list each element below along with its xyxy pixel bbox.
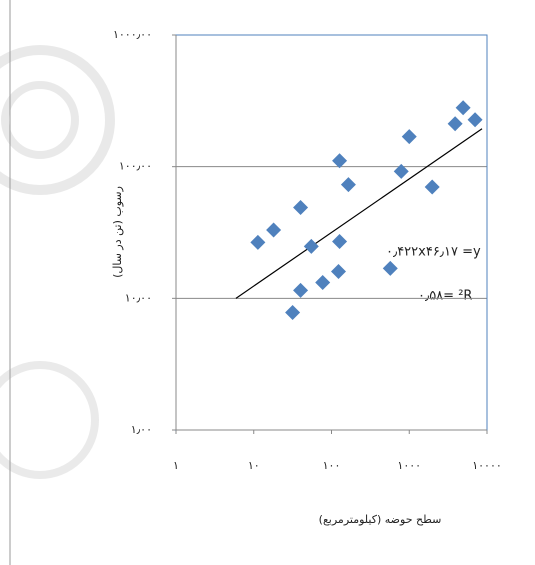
point [332, 234, 348, 250]
trendline [235, 128, 483, 299]
point [332, 153, 348, 169]
x-tick-label: ۱ [173, 459, 179, 472]
x-tick-label: ۱۰۰۰۰ [472, 459, 502, 472]
point [303, 238, 319, 254]
point [266, 222, 282, 238]
point [330, 263, 346, 279]
point [293, 282, 309, 298]
y-tick-label: ۱۰٫۰۰ [125, 291, 152, 304]
x-tick-label: ۱۰۰۰ [397, 459, 421, 472]
point [424, 179, 440, 195]
y-tick-label: ۱٫۰۰ [131, 423, 152, 436]
y-axis-title: رسوب (تن در سال) [111, 186, 124, 278]
point [455, 100, 471, 116]
point [315, 274, 331, 290]
x-tick-label: ۱۰ [248, 459, 260, 472]
r-squared: ۰٫۵۸= ²R [418, 289, 472, 304]
y-tick-label: ۱۰۰۰٫۰۰ [113, 28, 152, 41]
x-tick-label: ۱۰۰ [323, 459, 341, 472]
point [293, 199, 309, 215]
point [401, 129, 417, 145]
watermark [0, 45, 115, 479]
point [393, 163, 409, 179]
point [250, 234, 266, 250]
point [382, 260, 398, 276]
point [467, 112, 483, 128]
point [285, 305, 301, 321]
equation: ۰٫۴۲۲x۴۶٫۱۷ =y [386, 245, 481, 260]
point [447, 116, 463, 132]
point [340, 177, 356, 193]
y-tick-label: ۱۰۰٫۰۰ [119, 160, 152, 173]
x-axis-title: سطح حوضه (کیلومترمربع) [319, 513, 442, 526]
